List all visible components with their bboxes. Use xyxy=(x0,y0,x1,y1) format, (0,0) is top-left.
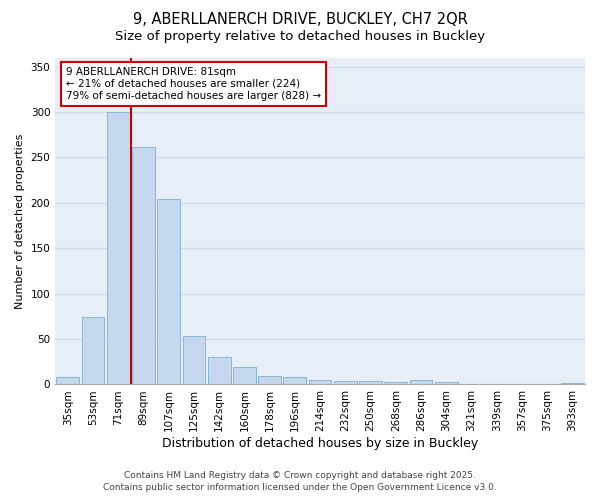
Text: Contains HM Land Registry data © Crown copyright and database right 2025.
Contai: Contains HM Land Registry data © Crown c… xyxy=(103,471,497,492)
Bar xyxy=(334,381,356,384)
Bar xyxy=(157,199,180,384)
Y-axis label: Number of detached properties: Number of detached properties xyxy=(15,134,25,308)
Bar xyxy=(107,112,130,384)
Bar xyxy=(56,377,79,384)
Text: Size of property relative to detached houses in Buckley: Size of property relative to detached ho… xyxy=(115,30,485,43)
X-axis label: Distribution of detached houses by size in Buckley: Distribution of detached houses by size … xyxy=(162,437,478,450)
Bar xyxy=(309,380,331,384)
Bar xyxy=(208,357,230,384)
Bar xyxy=(561,382,584,384)
Bar xyxy=(385,382,407,384)
Bar xyxy=(258,376,281,384)
Text: 9 ABERLLANERCH DRIVE: 81sqm
← 21% of detached houses are smaller (224)
79% of se: 9 ABERLLANERCH DRIVE: 81sqm ← 21% of det… xyxy=(66,68,321,100)
Text: 9, ABERLLANERCH DRIVE, BUCKLEY, CH7 2QR: 9, ABERLLANERCH DRIVE, BUCKLEY, CH7 2QR xyxy=(133,12,467,28)
Bar xyxy=(435,382,458,384)
Bar xyxy=(410,380,433,384)
Bar xyxy=(82,318,104,384)
Bar xyxy=(283,377,306,384)
Bar xyxy=(182,336,205,384)
Bar xyxy=(132,148,155,384)
Bar xyxy=(233,367,256,384)
Bar xyxy=(359,381,382,384)
